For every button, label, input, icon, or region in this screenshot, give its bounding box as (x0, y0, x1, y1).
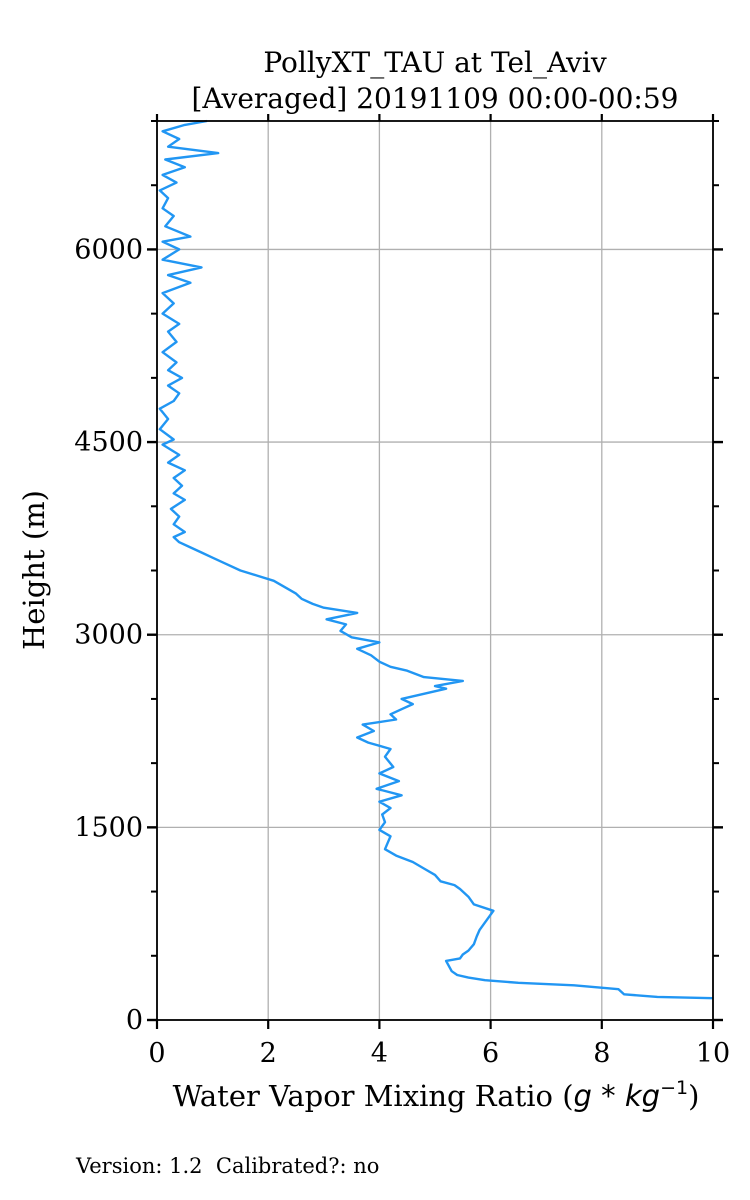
x-tick-label: 2 (260, 1038, 277, 1069)
x-axis-label-math: g * kg (574, 1079, 661, 1113)
version-value: 1.2 (169, 1154, 203, 1178)
footer-info: Version: 1.2 Calibrated?: no (76, 1154, 379, 1178)
x-tick-label: 10 (696, 1038, 730, 1069)
calibrated-value: no (353, 1154, 380, 1178)
x-axis-label: Water Vapor Mixing Ratio (g * kg−1) (173, 1077, 700, 1113)
x-tick-label: 6 (482, 1038, 499, 1069)
y-tick-label: 1500 (74, 812, 143, 843)
y-tick-label: 6000 (74, 234, 143, 265)
x-axis-label-close: ) (688, 1079, 699, 1113)
water-vapor-series-line (158, 119, 714, 1000)
y-tick-label: 0 (126, 1005, 143, 1036)
y-axis-label: Height (m) (17, 490, 51, 650)
version-label: Version: (76, 1154, 163, 1178)
calibrated-label: Calibrated?: (215, 1154, 347, 1178)
chart-subtitle: [Averaged] 20191109 00:00-00:59 (192, 82, 679, 115)
y-tick-label: 3000 (74, 620, 143, 651)
x-tick-label: 0 (148, 1038, 165, 1069)
y-tick-label: 4500 (74, 427, 143, 458)
chart-title: PollyXT_TAU at Tel_Aviv (263, 46, 606, 79)
x-axis-label-text: Water Vapor Mixing Ratio ( (173, 1079, 574, 1113)
axis-ticks: 0 2 4 6 8 10 0 1500 3000 4500 6000 (74, 114, 730, 1069)
x-axis-label-exponent: −1 (660, 1077, 688, 1099)
x-tick-label: 4 (371, 1038, 388, 1069)
x-tick-label: 8 (593, 1038, 610, 1069)
plot-area (158, 119, 714, 1000)
